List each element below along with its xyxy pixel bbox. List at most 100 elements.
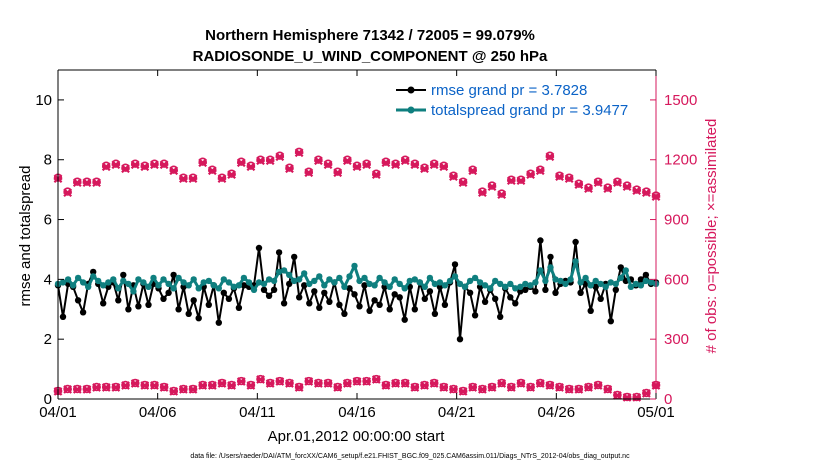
obs-assimilated-marker <box>246 381 256 390</box>
data-point <box>602 283 609 290</box>
data-point <box>301 270 308 277</box>
obs-assimilated-marker <box>217 174 227 184</box>
data-point <box>567 276 574 283</box>
data-point <box>110 276 117 283</box>
data-point <box>547 264 554 271</box>
obs-assimilated-marker <box>352 162 362 172</box>
obs-assimilated-marker <box>400 379 410 388</box>
obs-assimilated-marker <box>497 379 507 388</box>
obs-assimilated-marker <box>246 162 256 172</box>
data-point <box>225 279 233 286</box>
data-point <box>572 258 579 265</box>
obs-assimilated-marker <box>632 393 642 402</box>
chart-title: Northern Hemisphere 71342 / 72005 = 99.0… <box>205 27 535 44</box>
data-point <box>341 310 348 317</box>
data-point <box>69 282 77 289</box>
obs-assimilated-marker <box>641 389 651 398</box>
obs-assimilated-marker <box>130 379 140 388</box>
obs-assimilated-marker <box>555 383 564 392</box>
data-point <box>391 291 398 298</box>
data-point <box>270 277 278 285</box>
data-point <box>532 288 539 295</box>
data-point <box>396 294 403 301</box>
data-point <box>476 283 484 290</box>
obs-assimilated-marker <box>140 381 150 390</box>
obs-assimilated-marker <box>342 156 352 166</box>
data-point <box>441 282 449 289</box>
obs-assimilated-marker <box>63 188 73 198</box>
data-point <box>140 279 147 286</box>
legend-rmse-marker <box>407 86 415 94</box>
obs-assimilated-marker <box>121 164 130 174</box>
obs-assimilated-marker <box>352 377 362 386</box>
data-point <box>195 315 202 322</box>
data-point <box>356 277 363 285</box>
data-point <box>532 279 539 286</box>
data-point <box>230 283 238 290</box>
y-tick-label: 10 <box>35 92 52 109</box>
data-point <box>220 276 227 283</box>
data-point <box>481 298 489 305</box>
obs-assimilated-marker <box>72 385 82 394</box>
data-point <box>492 277 499 285</box>
obs-assimilated-marker <box>169 166 179 176</box>
data-point <box>235 304 243 311</box>
data-point <box>612 280 619 288</box>
legend: rmse grand pr = 3.7828 totalspread grand… <box>396 82 628 119</box>
obs-assimilated-marker <box>564 174 574 184</box>
data-point <box>592 283 599 290</box>
data-point <box>497 280 504 288</box>
obs-assimilated-marker <box>82 178 92 188</box>
y-tick-label: 2 <box>44 331 52 348</box>
obs-count-upper-series <box>53 147 661 201</box>
obs-assimilated-marker <box>314 156 323 166</box>
data-point <box>105 283 112 290</box>
data-point <box>280 267 288 274</box>
obs-assimilated-marker <box>285 164 294 174</box>
data-point <box>235 282 243 289</box>
obs-assimilated-marker <box>458 178 468 188</box>
data-point <box>542 286 549 293</box>
obs-assimilated-marker <box>506 176 516 186</box>
data-point <box>466 277 474 285</box>
obs-assimilated-marker <box>236 377 246 386</box>
data-point <box>366 280 373 288</box>
data-point <box>542 277 549 285</box>
data-point <box>170 285 177 292</box>
obs-assimilated-marker <box>478 385 487 394</box>
data-point <box>381 279 388 286</box>
obs-assimilated-marker <box>227 381 236 390</box>
data-point <box>160 295 167 302</box>
obs-assimilated-marker <box>130 160 140 170</box>
data-point <box>436 283 444 290</box>
obs-assimilated-marker <box>333 383 343 392</box>
y2-tick-label: 1500 <box>664 92 697 109</box>
obs-assimilated-marker <box>449 172 458 182</box>
obs-assimilated-marker <box>72 178 82 188</box>
data-point <box>597 295 604 302</box>
obs-assimilated-marker <box>564 385 574 394</box>
data-point <box>135 276 142 283</box>
obs-assimilated-marker <box>516 176 526 186</box>
obs-assimilated-marker <box>362 160 372 170</box>
data-point <box>79 279 87 286</box>
data-point <box>562 280 569 288</box>
data-point <box>476 279 484 286</box>
x-axis-label: Apr.01,2012 00:00:00 start <box>268 428 446 445</box>
obs-assimilated-marker <box>207 381 217 390</box>
obs-assimilated-marker <box>101 162 111 172</box>
obs-assimilated-marker <box>198 158 208 168</box>
data-point <box>351 262 358 270</box>
data-point <box>346 285 353 292</box>
data-point <box>537 267 544 274</box>
data-point <box>446 277 454 285</box>
obs-assimilated-marker <box>217 379 227 388</box>
data-point <box>336 274 343 282</box>
data-point <box>301 282 308 289</box>
data-point <box>492 295 499 302</box>
data-point <box>517 288 524 295</box>
data-point <box>371 297 378 304</box>
x-tick-label: 04/16 <box>338 404 376 421</box>
data-point <box>145 283 152 290</box>
data-point <box>326 276 333 283</box>
